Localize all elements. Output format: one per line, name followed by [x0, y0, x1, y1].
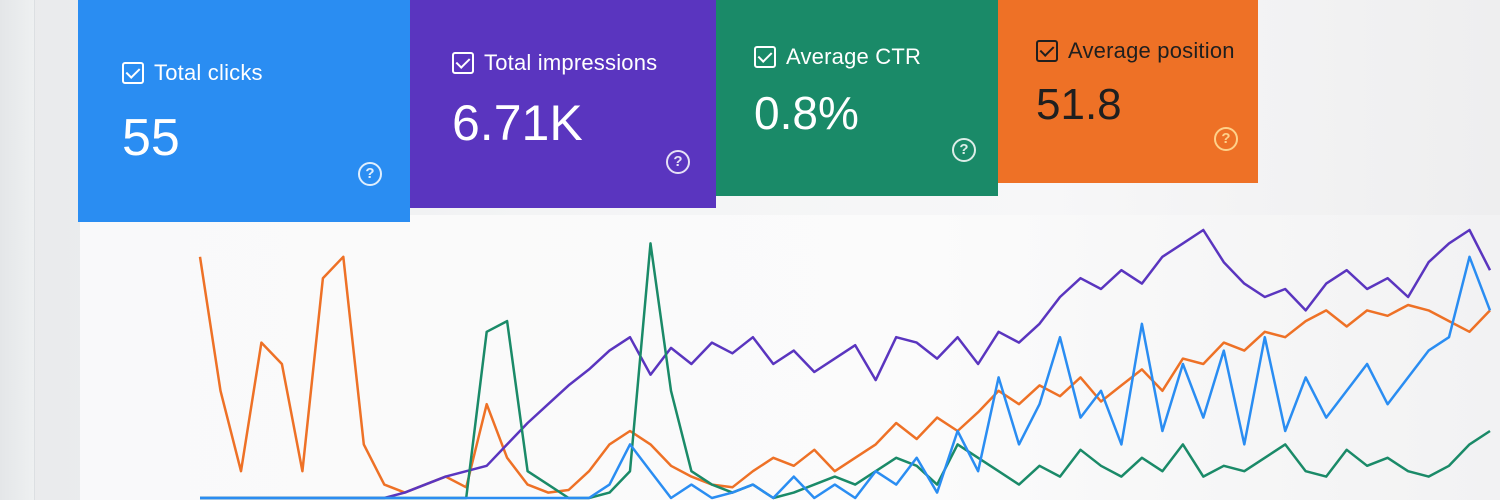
checkbox-checked-icon[interactable]: [122, 62, 144, 84]
card-value: 6.71K: [452, 95, 583, 151]
card-header: Total impressions: [452, 50, 716, 76]
card-label: Total impressions: [484, 50, 658, 75]
card-header: Total clicks: [122, 60, 410, 86]
help-icon[interactable]: ?: [666, 150, 690, 174]
card-average-position[interactable]: Average position 51.8 ?: [998, 0, 1258, 183]
card-value: 55: [122, 109, 180, 167]
card-average-ctr[interactable]: Average CTR 0.8% ?: [716, 0, 998, 196]
card-total-impressions[interactable]: Total impressions 6.71K ?: [410, 0, 716, 208]
card-label: Average CTR: [786, 44, 922, 69]
series-line-1: [200, 228, 1492, 500]
checkbox-checked-icon[interactable]: [1036, 40, 1058, 62]
help-icon[interactable]: ?: [358, 162, 382, 186]
card-header: Average CTR: [754, 44, 998, 70]
checkbox-checked-icon[interactable]: [754, 46, 776, 68]
series-line-3: [200, 255, 1492, 500]
checkbox-checked-icon[interactable]: [452, 52, 474, 74]
series-line-2: [200, 242, 1491, 500]
card-total-clicks[interactable]: Total clicks 55 ?: [78, 0, 410, 222]
card-value: 51.8: [1036, 80, 1122, 129]
help-icon[interactable]: ?: [1214, 127, 1238, 151]
card-label: Total clicks: [154, 60, 263, 85]
help-icon[interactable]: ?: [952, 138, 976, 162]
chart-panel: [80, 215, 1500, 500]
left-rail: [0, 0, 35, 500]
metric-cards: Total clicks 55 ? Total impressions 6.71…: [78, 0, 1258, 222]
card-label: Average position: [1068, 38, 1235, 63]
card-header: Average position: [1036, 38, 1258, 64]
card-value: 0.8%: [754, 87, 859, 139]
